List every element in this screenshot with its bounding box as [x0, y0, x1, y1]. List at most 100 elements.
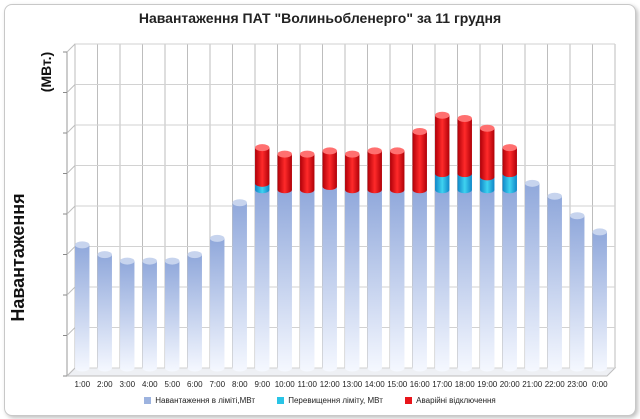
bar-segment: [322, 150, 337, 191]
bar-segment: [547, 196, 562, 372]
x-tick-label: 3:00: [119, 380, 135, 389]
grid-line-depth: [66, 367, 76, 377]
bar-segment: [277, 154, 292, 194]
legend-item-over-limit: Перевищення ліміту, МВт: [277, 396, 383, 405]
bar-cap: [165, 257, 180, 265]
x-tick-label: 19:00: [477, 380, 498, 389]
bar-cap: [322, 147, 337, 155]
x-tick-label: 8:00: [232, 380, 248, 389]
x-tick-label: 16:00: [410, 380, 431, 389]
bar-cap: [412, 127, 427, 135]
bar-cap: [277, 150, 292, 158]
bar-cap: [187, 251, 202, 259]
bar-segment: [390, 150, 405, 194]
bar-segment: [97, 254, 112, 372]
bar-cap: [120, 257, 135, 265]
bar-cap: [97, 251, 112, 259]
chart-title: Навантаження ПАТ "Волиньобленерго" за 11…: [138, 10, 502, 26]
x-tick-label: 15:00: [387, 380, 408, 389]
grid-line-depth: [66, 286, 76, 296]
x-tick-label: 21:00: [522, 380, 543, 389]
legend: Навантаження в ліміті,МВт Перевищення лі…: [0, 396, 640, 405]
x-tick-label: 14:00: [365, 380, 386, 389]
legend-label: Аварійні відключення: [416, 396, 496, 405]
x-tick-label: 20:00: [500, 380, 521, 389]
grid-line-depth: [66, 327, 76, 336]
bars: [75, 111, 607, 372]
bar-segment: [435, 115, 450, 178]
bar-segment: [502, 147, 517, 178]
x-tick-label: 13:00: [342, 380, 363, 389]
legend-label: Навантаження в ліміті,МВт: [155, 396, 255, 405]
bar-cap: [435, 111, 450, 119]
x-tick-label: 2:00: [97, 380, 113, 389]
bar-cap: [210, 234, 225, 242]
x-tick-label: 23:00: [567, 380, 588, 389]
bar-segment: [277, 189, 292, 372]
grid-line-depth: [66, 246, 76, 255]
bar-cap: [142, 257, 157, 265]
x-tick-label: 0:00: [592, 380, 608, 389]
bar-cap: [480, 124, 495, 132]
x-axis-ticks: 1:00 2:00 3:00 4:00 5:00 6:00 7:00 8:00 9:00 10:0…: [74, 380, 608, 389]
bar-segment: [187, 254, 202, 372]
bar-segment: [367, 189, 382, 372]
grid-line-depth: [66, 84, 76, 93]
legend-swatch: [144, 397, 152, 404]
bar-cap: [390, 147, 405, 155]
bar-segment: [120, 261, 135, 372]
bar-segment: [457, 173, 472, 194]
x-tick-label: 5:00: [164, 380, 180, 389]
bar-segment: [345, 189, 360, 372]
bar-cap: [232, 199, 247, 207]
legend-label: Перевищення ліміту, МВт: [288, 396, 383, 405]
x-tick-label: 17:00: [432, 380, 453, 389]
x-tick-label: 4:00: [142, 380, 158, 389]
bar-segment: [367, 150, 382, 194]
x-tick-label: 7:00: [209, 380, 225, 389]
bar-segment: [232, 202, 247, 372]
legend-swatch: [277, 397, 285, 404]
bar-segment: [300, 154, 315, 194]
bar-segment: [435, 189, 450, 372]
x-tick-label: 18:00: [455, 380, 476, 389]
bar-segment: [502, 189, 517, 372]
bar-segment: [457, 118, 472, 178]
bar-cap: [502, 144, 517, 152]
bar-segment: [457, 189, 472, 372]
bar-segment: [390, 189, 405, 372]
x-tick-label: 12:00: [320, 380, 341, 389]
bar-segment: [255, 189, 270, 372]
bar-cap: [525, 179, 540, 187]
bar-cap: [345, 150, 360, 158]
grid-line-depth: [66, 205, 76, 215]
grid-line-depth: [66, 165, 76, 174]
x-tick-label: 1:00: [74, 380, 90, 389]
grid-line-depth: [66, 43, 76, 53]
x-tick-label: 9:00: [254, 380, 270, 389]
bar-cap: [367, 147, 382, 155]
legend-item-emergency: Аварійні відключення: [405, 396, 496, 405]
bar-cap: [547, 192, 562, 200]
bar-segment: [502, 173, 517, 194]
bar-segment: [412, 131, 427, 194]
bar-segment: [412, 189, 427, 372]
bar-cap: [300, 150, 315, 158]
x-tick-label: 10:00: [275, 380, 296, 389]
bar-segment: [75, 244, 90, 372]
bar-cap: [592, 228, 607, 236]
bar-segment: [322, 186, 337, 372]
x-tick-label: 22:00: [545, 380, 566, 389]
bar-segment: [345, 154, 360, 194]
bar-segment: [480, 189, 495, 372]
bar-segment: [480, 176, 495, 194]
bar-cap: [255, 144, 270, 152]
bar-segment: [480, 128, 495, 181]
grid: [63, 43, 617, 377]
bar-segment: [435, 173, 450, 194]
bar-segment: [300, 189, 315, 372]
x-tick-label: 11:00: [298, 380, 318, 389]
legend-item-in-limit: Навантаження в ліміті,МВт: [144, 396, 255, 405]
legend-swatch: [405, 397, 413, 404]
